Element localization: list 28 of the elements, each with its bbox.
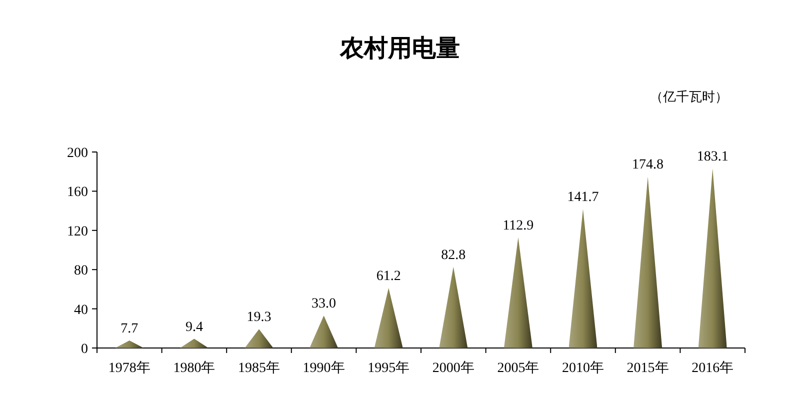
value-label: 9.4: [185, 320, 203, 335]
value-label: 19.3: [246, 310, 272, 326]
xtick: 2016年: [692, 361, 734, 376]
xtick: 1985年: [238, 361, 280, 376]
xtick: 2015年: [626, 361, 669, 376]
ytick: 160: [67, 185, 88, 200]
xtick: 1990年: [302, 361, 345, 376]
xtick: 1995年: [368, 361, 410, 376]
ylabel: （亿千瓦时）: [650, 89, 728, 104]
value-label: 82.8: [441, 248, 466, 263]
xtick: 2000年: [432, 361, 474, 376]
ytick: 200: [67, 146, 88, 161]
xtick: 2010年: [562, 361, 604, 376]
ytick: 120: [67, 224, 88, 240]
xtick: 2005年: [497, 361, 540, 376]
value-label: 33.0: [312, 296, 336, 312]
value-label: 61.2: [376, 269, 401, 284]
value-label: 183.1: [696, 150, 728, 165]
title: 农村用电量: [340, 36, 460, 62]
xtick: 1978年: [108, 361, 150, 376]
value-label: 174.8: [632, 158, 664, 173]
value-label: 112.9: [502, 218, 534, 234]
ytick: 80: [74, 264, 88, 279]
ytick: 0: [81, 342, 88, 357]
xtick: 1980年: [173, 361, 216, 376]
value-label: 7.7: [120, 321, 138, 336]
value-label: 141.7: [567, 190, 599, 206]
ytick: 40: [74, 302, 88, 318]
